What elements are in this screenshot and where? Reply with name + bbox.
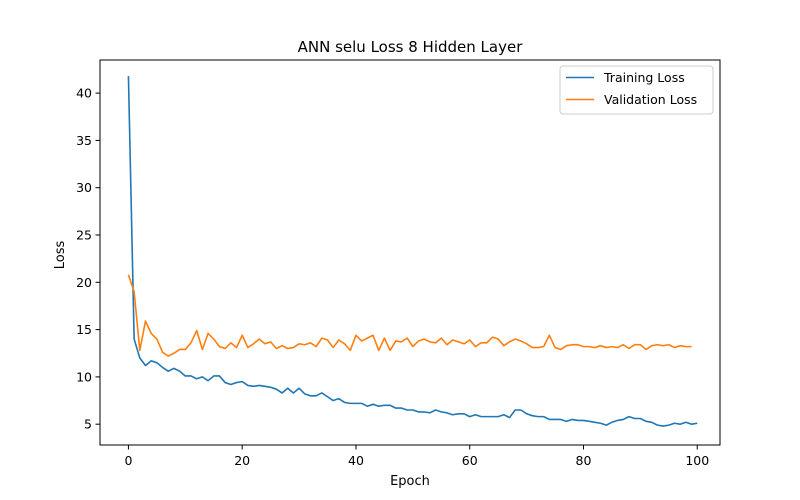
x-tick-label: 20 xyxy=(234,453,250,468)
legend-label-training-loss: Training Loss xyxy=(603,70,685,85)
y-tick-label: 40 xyxy=(76,86,92,101)
y-tick-label: 30 xyxy=(76,180,92,195)
chart-title: ANN selu Loss 8 Hidden Layer xyxy=(298,38,524,56)
validation-loss-line xyxy=(127,274,692,357)
legend-label-validation-loss: Validation Loss xyxy=(604,92,697,107)
y-tick-label: 35 xyxy=(76,133,92,148)
y-tick-label: 15 xyxy=(76,322,92,337)
x-tick-label: 80 xyxy=(576,453,592,468)
series-lines xyxy=(127,76,698,427)
x-tick-label: 0 xyxy=(124,453,132,468)
x-tick-label: 100 xyxy=(685,453,709,468)
axis-ticks: 0 20 40 60 80 100 5 10 15 20 25 30 35 40 xyxy=(76,86,709,468)
x-tick-label: 40 xyxy=(348,453,364,468)
legend: Training Loss Validation Loss xyxy=(559,65,714,115)
training-loss-line xyxy=(127,76,698,427)
y-tick-label: 10 xyxy=(76,369,92,384)
x-tick-label: 60 xyxy=(462,453,478,468)
y-axis-label: Loss xyxy=(53,241,68,270)
x-axis-label: Epoch xyxy=(390,474,430,489)
y-tick-label: 25 xyxy=(76,228,92,243)
legend-box xyxy=(559,65,714,115)
plot-area-frame xyxy=(99,59,721,446)
y-tick-label: 20 xyxy=(76,275,92,290)
y-tick-label: 5 xyxy=(84,417,92,432)
